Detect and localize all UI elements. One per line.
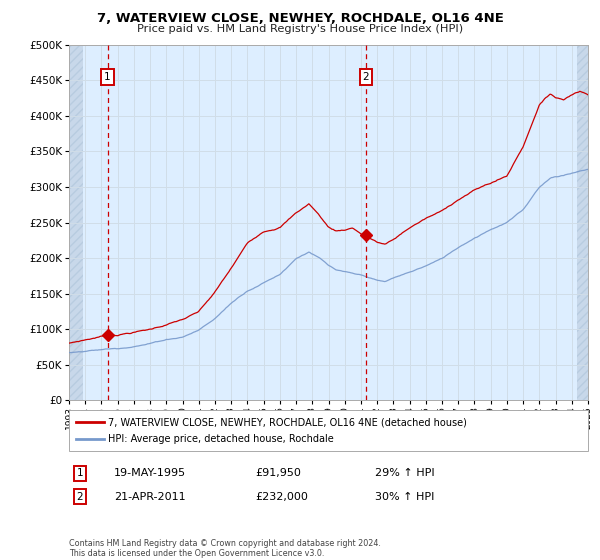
Text: HPI: Average price, detached house, Rochdale: HPI: Average price, detached house, Roch…	[108, 435, 334, 444]
Text: Price paid vs. HM Land Registry's House Price Index (HPI): Price paid vs. HM Land Registry's House …	[137, 24, 463, 34]
Text: 7, WATERVIEW CLOSE, NEWHEY, ROCHDALE, OL16 4NE (detached house): 7, WATERVIEW CLOSE, NEWHEY, ROCHDALE, OL…	[108, 417, 467, 427]
Text: £232,000: £232,000	[255, 492, 308, 502]
Text: 1: 1	[76, 468, 83, 478]
Text: 30% ↑ HPI: 30% ↑ HPI	[375, 492, 434, 502]
Text: £91,950: £91,950	[255, 468, 301, 478]
Text: Contains HM Land Registry data © Crown copyright and database right 2024.
This d: Contains HM Land Registry data © Crown c…	[69, 539, 381, 558]
Text: 2: 2	[76, 492, 83, 502]
Text: 19-MAY-1995: 19-MAY-1995	[114, 468, 186, 478]
Text: 2: 2	[362, 72, 369, 82]
Bar	[69, 45, 83, 400]
Text: 7, WATERVIEW CLOSE, NEWHEY, ROCHDALE, OL16 4NE: 7, WATERVIEW CLOSE, NEWHEY, ROCHDALE, OL…	[97, 12, 503, 25]
Text: 21-APR-2011: 21-APR-2011	[114, 492, 185, 502]
Bar	[577, 45, 588, 400]
Text: 1: 1	[104, 72, 111, 82]
Text: 29% ↑ HPI: 29% ↑ HPI	[375, 468, 434, 478]
